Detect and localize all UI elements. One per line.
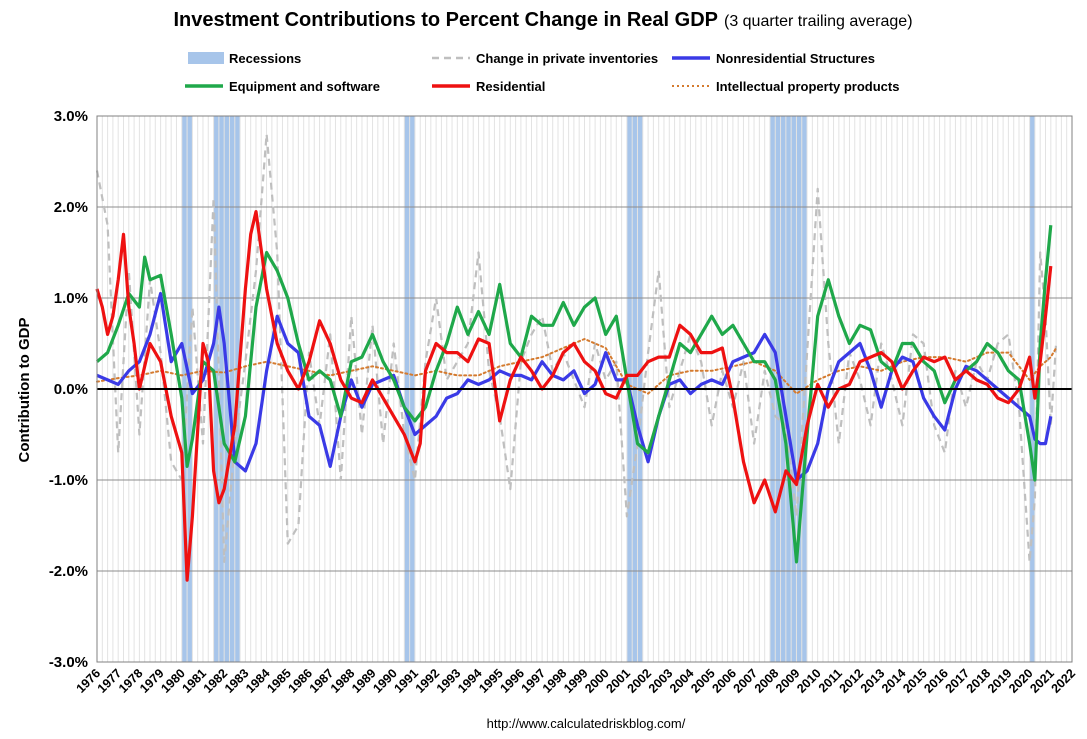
y-tick-label: 1.0% [54, 290, 88, 307]
y-axis-label: Contribution to GDP [16, 318, 33, 463]
y-tick-label: -2.0% [49, 563, 88, 580]
legend-label: Recessions [229, 51, 301, 66]
legend-item-recessions: Recessions [188, 51, 301, 66]
legend-item-nonres: Nonresidential Structures [672, 51, 875, 66]
x-axis-ticks: 1976197719781979198019811982198319841985… [74, 666, 1079, 696]
y-tick-label: -1.0% [49, 472, 88, 489]
legend-item-equipment: Equipment and software [185, 79, 380, 94]
legend-item-residential: Residential [432, 79, 545, 94]
chart-title-main: Investment Contributions to Percent Chan… [173, 9, 718, 31]
y-tick-label: 3.0% [54, 108, 88, 125]
plot-area [95, 115, 1073, 663]
series-line-equipment [95, 225, 1053, 564]
y-tick-label: 0.0% [54, 381, 88, 398]
legend-label: Residential [476, 79, 545, 94]
legend-label: Intellectual property products [716, 79, 899, 94]
legend-label: Equipment and software [229, 79, 380, 94]
legend-item-ip: Intellectual property products [672, 79, 899, 94]
y-tick-label: 2.0% [54, 199, 88, 216]
series-lines [95, 133, 1072, 582]
x-tick-label: 2022 [1049, 666, 1079, 696]
chart-subtitle: (3 quarter trailing average) [724, 13, 913, 30]
series-line-nonres [96, 291, 1053, 482]
legend: Recessions Change in private inventories N… [185, 51, 899, 94]
source-url: http://www.calculatedriskblog.com/ [487, 716, 686, 731]
y-axis-ticks: 3.0% 2.0% 1.0% 0.0% -1.0% -2.0% -3.0% [49, 108, 88, 671]
plot-border [96, 115, 1073, 663]
legend-swatch [188, 52, 224, 64]
series-line-ip [96, 338, 1058, 395]
legend-label: Change in private inventories [476, 51, 658, 66]
legend-label: Nonresidential Structures [716, 51, 875, 66]
y-tick-label: -3.0% [49, 654, 88, 671]
legend-item-inventories: Change in private inventories [432, 51, 658, 66]
chart-title: Investment Contributions to Percent Chan… [173, 9, 912, 31]
series-line-residential [95, 210, 1053, 582]
series-line-inventories [95, 133, 1058, 563]
